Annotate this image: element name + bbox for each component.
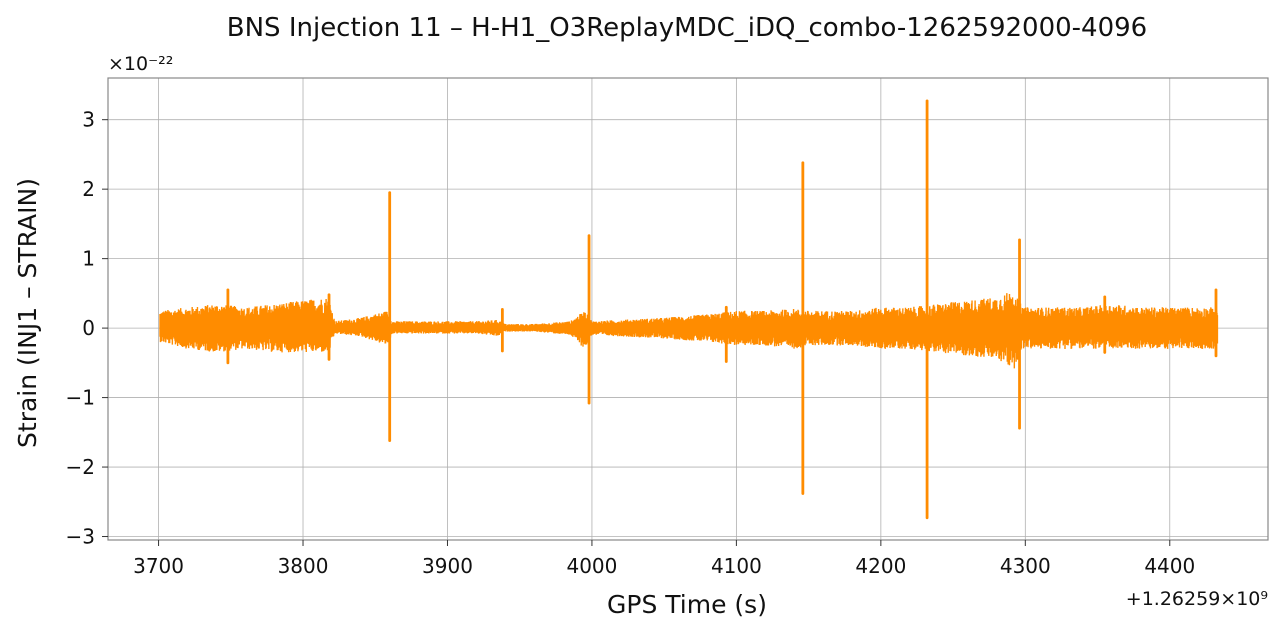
x-axis-label: GPS Time (s) xyxy=(607,590,767,619)
x-tick-label: 4000 xyxy=(566,554,617,578)
x-tick-label: 4400 xyxy=(1144,554,1195,578)
x-tick-label: 4300 xyxy=(1000,554,1051,578)
grid xyxy=(108,78,1268,540)
y-tick-label: −3 xyxy=(66,525,95,549)
y-tick-label: −1 xyxy=(66,386,95,410)
y-tick-label: −2 xyxy=(66,455,95,479)
x-tick-label: 3900 xyxy=(422,554,473,578)
plot-frame xyxy=(107,77,1269,541)
y-tick-label: 1 xyxy=(82,247,95,271)
y-axis-label: Strain (INJ1 – STRAIN) xyxy=(13,178,42,448)
x-tick-label: 3800 xyxy=(278,554,329,578)
y-scale-label: ×10⁻²² xyxy=(108,53,173,75)
y-tick-label: 3 xyxy=(82,108,95,132)
y-tick-label: 0 xyxy=(82,316,95,340)
x-offset-label: +1.26259×10⁹ xyxy=(1126,588,1268,610)
y-tick-label: 2 xyxy=(82,177,95,201)
chart-title: BNS Injection 11 – H-H1_O3ReplayMDC_iDQ_… xyxy=(227,13,1147,43)
x-tick-label: 4200 xyxy=(855,554,906,578)
x-tick-label: 3700 xyxy=(133,554,184,578)
x-tick-label: 4100 xyxy=(711,554,762,578)
axis-ticks: 3700 3800 3900 4000 4100 4200 4300 4400 −3 −2 −1 0 1… xyxy=(66,108,1196,578)
plot-area xyxy=(159,99,1219,520)
strain-series-line xyxy=(159,293,1219,369)
